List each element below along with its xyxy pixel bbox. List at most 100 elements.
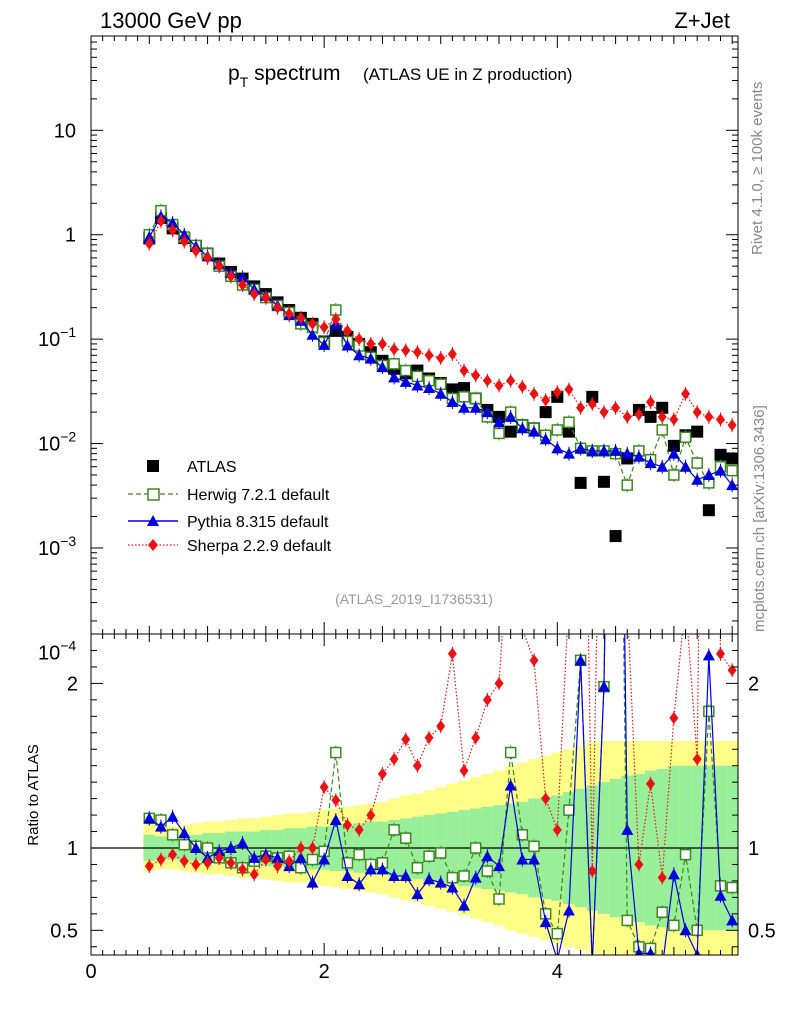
- ratio-herwig-point: [668, 919, 680, 932]
- ratio-herwig-point: [481, 865, 494, 877]
- main-herwig-point: [400, 364, 412, 377]
- main-pythia-point: [527, 425, 540, 437]
- main-sherpa-point: [541, 394, 551, 407]
- ratio-sherpa-point: [156, 853, 166, 866]
- main-sherpa-point: [191, 244, 201, 257]
- ratio-sherpa-point: [436, 720, 446, 733]
- ratio-sherpa-point: [191, 858, 201, 871]
- ratio-pythia-point: [679, 924, 692, 936]
- ratio-pythia-point: [504, 779, 517, 791]
- x-tick-label: 2: [319, 961, 330, 983]
- main-sherpa-point: [424, 349, 434, 362]
- main-pythia-point: [644, 457, 657, 469]
- ratio-pythia-point: [458, 899, 471, 911]
- main-atlas-point: [644, 410, 657, 423]
- ratio-sherpa-point: [214, 851, 224, 864]
- main-sherpa-point: [331, 313, 341, 326]
- main-sherpa-point: [552, 386, 562, 399]
- main-sherpa-point: [226, 270, 236, 283]
- ratio-sherpa-point: [541, 792, 551, 805]
- ratio-pythia-point: [481, 850, 494, 862]
- ratio-sherpa-point: [716, 647, 726, 660]
- main-data: [143, 203, 738, 543]
- main-sherpa-point: [342, 324, 352, 337]
- ratio-herwig-point: [703, 705, 715, 718]
- ratio-sherpa-point: [389, 753, 399, 766]
- ratio-pythia-point: [562, 904, 575, 916]
- legend-marker-atlas: [147, 460, 159, 472]
- ratio-pythia-point: [434, 876, 447, 888]
- main-sherpa-point: [366, 337, 376, 350]
- main-sherpa-point: [494, 379, 504, 392]
- main-sherpa-point: [646, 395, 656, 408]
- main-pythia-point: [423, 382, 436, 394]
- main-pythia-point: [609, 444, 622, 456]
- main-pythia-point: [318, 338, 331, 350]
- ratio-pythia-point: [388, 869, 401, 881]
- ratio-sherpa-point: [681, 595, 690, 607]
- main-sherpa-point: [704, 410, 714, 423]
- ratio-pythia-point: [364, 863, 377, 875]
- ratio-sherpa-point: [529, 654, 539, 667]
- ratio-herwig-point: [353, 848, 365, 861]
- ratio-pythia-point: [411, 888, 424, 900]
- ratio-sherpa-point: [669, 711, 679, 724]
- main-sherpa-point: [599, 406, 609, 419]
- ratio-sherpa-point: [657, 871, 667, 884]
- ratio-sherpa-point: [238, 863, 248, 876]
- main-pythia-point: [632, 450, 645, 462]
- ratio-sherpa-point: [634, 858, 644, 871]
- main-atlas-point: [539, 406, 552, 419]
- ratio-sherpa-point: [307, 842, 317, 854]
- legend-marker-herwig: [147, 488, 160, 501]
- main-pythia-point: [143, 231, 156, 243]
- y-tick-label: 1: [65, 225, 76, 247]
- main-pythia-point: [446, 395, 459, 407]
- main-sherpa-point: [482, 374, 492, 387]
- main-pythia-point: [493, 416, 506, 428]
- main-pythia-point: [574, 442, 587, 454]
- main-pythia-point: [388, 371, 401, 383]
- ratio-herwig-point: [551, 927, 564, 940]
- ratio-herwig-point: [434, 847, 447, 859]
- legend-entry-pythia: Pythia 8.315 default: [128, 514, 329, 531]
- ratio-pythia-point: [329, 814, 342, 826]
- main-pythia-point: [364, 352, 377, 364]
- ratio-pythia-point: [702, 649, 715, 661]
- ratio-ylabel: Ratio to ATLAS: [25, 744, 42, 845]
- main-sherpa-point: [471, 369, 481, 382]
- main-herwig-point: [679, 431, 692, 443]
- ratio-y-tick-label-right: 0.5: [748, 920, 776, 942]
- main-sherpa-point: [506, 374, 516, 387]
- legend: ATLAS Herwig 7.2.1 default Pythia 8.315 …: [128, 459, 332, 555]
- ratio-sherpa-point: [692, 753, 702, 766]
- main-pythia-point: [656, 460, 669, 472]
- ratio-pythia-point: [189, 842, 202, 853]
- ratio-pythia-point: [248, 851, 261, 863]
- main-sherpa-point: [307, 317, 317, 330]
- main-atlas-point: [446, 383, 459, 396]
- main-herwig-point: [388, 358, 400, 370]
- ratio-sherpa-point: [587, 865, 597, 878]
- main-pythia-point: [434, 387, 447, 399]
- analysis-id: (ATLAS_2019_I1736531): [335, 591, 493, 607]
- ratio-pythia-point: [667, 868, 680, 880]
- main-pythia-point: [586, 444, 599, 456]
- ratio-pythia-point: [423, 873, 436, 885]
- main-sherpa-point: [389, 343, 399, 356]
- title-p: p: [228, 62, 240, 85]
- ratio-pythia-point: [306, 876, 319, 888]
- main-pythia-point: [504, 410, 517, 422]
- main-herwig-point: [493, 427, 505, 440]
- main-atlas-point: [691, 425, 704, 438]
- ratio-sherpa-point: [168, 848, 178, 861]
- ratio-herwig-point: [563, 804, 575, 816]
- ratio-herwig-point: [411, 862, 424, 874]
- main-pythia-point: [516, 422, 529, 434]
- ratio-herwig-point: [656, 906, 668, 918]
- main-herwig-line: [148, 209, 733, 487]
- main-sherpa-point: [459, 364, 469, 377]
- main-sherpa-point: [401, 344, 411, 357]
- main-pythia-point: [306, 328, 319, 340]
